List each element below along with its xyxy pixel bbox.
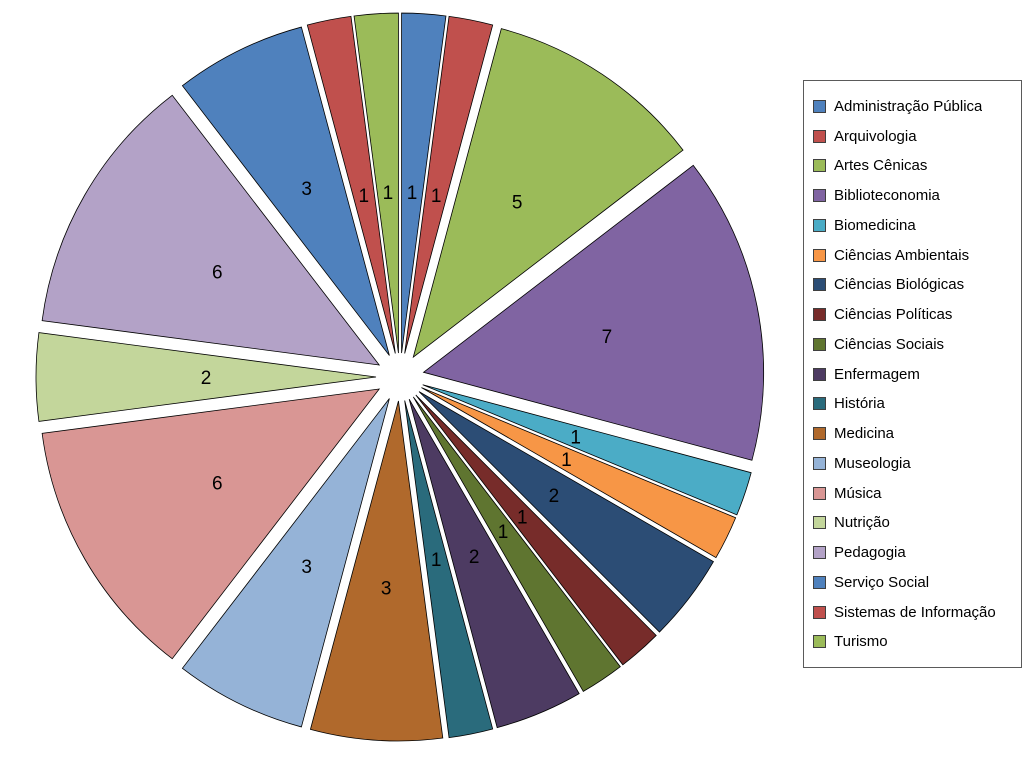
legend-label: Ciências Sociais bbox=[834, 336, 945, 352]
legend-item: Turismo bbox=[813, 634, 1017, 649]
legend-label: Arquivologia bbox=[834, 128, 917, 144]
slice-value-label: 3 bbox=[381, 579, 392, 600]
legend-item: Artes Cênicas bbox=[813, 158, 1017, 173]
legend-label: Nutrição bbox=[834, 515, 890, 531]
slice-value-label: 3 bbox=[301, 179, 312, 200]
legend-label: Biomedicina bbox=[834, 217, 916, 233]
pie-slice bbox=[412, 28, 684, 359]
slice-value-label: 1 bbox=[431, 550, 442, 571]
legend-swatch-icon bbox=[813, 367, 826, 381]
legend-swatch-icon bbox=[813, 516, 826, 530]
legend-item: Serviço Social bbox=[813, 575, 1017, 590]
legend-label: Turismo bbox=[834, 634, 888, 650]
legend-item: Pedagogia bbox=[813, 545, 1017, 560]
legend-label: Enfermagem bbox=[834, 366, 920, 382]
chart-legend: Administração Pública Arquivologia Artes C… bbox=[803, 80, 1022, 668]
legend-swatch-icon bbox=[813, 427, 826, 440]
slice-value-label: 1 bbox=[570, 428, 581, 449]
legend-item: História bbox=[813, 396, 1017, 411]
legend-swatch-icon bbox=[813, 278, 826, 292]
slice-value-label: 1 bbox=[359, 186, 370, 207]
slice-value-label: 5 bbox=[512, 193, 523, 214]
legend-swatch-icon bbox=[813, 159, 826, 173]
pie-slice bbox=[422, 164, 764, 461]
pie-slice bbox=[181, 26, 390, 356]
legend-swatch-icon bbox=[813, 397, 826, 411]
legend-swatch-icon bbox=[813, 189, 826, 202]
legend-swatch-icon bbox=[813, 337, 826, 351]
legend-label: Ciências Ambientais bbox=[834, 247, 970, 263]
legend-label: Ciências Biológicas bbox=[834, 277, 965, 293]
pie-slice bbox=[181, 398, 390, 728]
legend-label: Biblioteconomia bbox=[834, 188, 940, 203]
pie-slice bbox=[41, 388, 381, 660]
slice-value-label: 2 bbox=[549, 486, 560, 507]
slice-value-label: 7 bbox=[602, 327, 613, 348]
pie-slice bbox=[41, 94, 381, 366]
legend-swatch-icon bbox=[813, 218, 826, 232]
slice-value-label: 6 bbox=[212, 474, 223, 495]
pie-slice bbox=[401, 12, 447, 354]
legend-label: Serviço Social bbox=[834, 574, 930, 590]
pie-slice bbox=[35, 332, 377, 422]
slice-value-label: 1 bbox=[517, 508, 528, 529]
legend-item: Biomedicina bbox=[813, 218, 1017, 233]
legend-label: Museologia bbox=[834, 455, 911, 471]
legend-item: Ciências Políticas bbox=[813, 307, 1017, 322]
legend-swatch-icon bbox=[813, 635, 826, 649]
legend-item: Arquivologia bbox=[813, 129, 1017, 144]
slice-value-label: 2 bbox=[201, 368, 212, 389]
slice-value-label: 1 bbox=[498, 522, 509, 543]
legend-swatch-icon bbox=[813, 546, 826, 559]
legend-label: Sistemas de Informação bbox=[834, 604, 996, 620]
legend-item: Nutrição bbox=[813, 515, 1017, 530]
slice-value-label: 1 bbox=[561, 450, 572, 471]
pie-slice bbox=[404, 400, 494, 739]
pie-slice bbox=[353, 12, 399, 354]
legend-swatch-icon bbox=[813, 456, 826, 470]
pie-slice bbox=[412, 396, 621, 692]
legend-item: Medicina bbox=[813, 426, 1017, 441]
legend-item: Museologia bbox=[813, 456, 1017, 471]
legend-item: Ciências Ambientais bbox=[813, 248, 1017, 263]
legend-swatch-icon bbox=[813, 129, 826, 143]
legend-label: Medicina bbox=[834, 426, 895, 441]
pie-slice bbox=[309, 400, 444, 742]
legend-item: Ciências Sociais bbox=[813, 337, 1017, 352]
legend-label: Pedagogia bbox=[834, 545, 906, 560]
legend-item: Enfermagem bbox=[813, 367, 1017, 382]
legend-swatch-icon bbox=[813, 486, 826, 500]
legend-item: Ciências Biológicas bbox=[813, 277, 1017, 292]
pie-slice bbox=[408, 398, 580, 729]
legend-item: Sistemas de Informação bbox=[813, 605, 1017, 620]
legend-swatch-icon bbox=[813, 99, 826, 113]
pie-slice bbox=[404, 15, 494, 354]
slice-value-label: 1 bbox=[383, 183, 394, 204]
slice-value-label: 1 bbox=[431, 186, 442, 207]
legend-swatch-icon bbox=[813, 308, 826, 321]
legend-swatch-icon bbox=[813, 248, 826, 262]
legend-item: Biblioteconomia bbox=[813, 188, 1017, 203]
legend-label: Artes Cênicas bbox=[834, 158, 928, 174]
slice-value-label: 3 bbox=[301, 557, 312, 578]
legend-label: Ciências Políticas bbox=[834, 307, 953, 322]
slice-value-label: 6 bbox=[212, 263, 223, 284]
legend-swatch-icon bbox=[813, 605, 826, 619]
pie-slice bbox=[421, 387, 737, 559]
legend-label: Música bbox=[834, 485, 882, 501]
legend-label: História bbox=[834, 396, 885, 412]
slice-value-label: 2 bbox=[469, 547, 480, 568]
legend-swatch-icon bbox=[813, 575, 826, 589]
pie-slice bbox=[422, 384, 752, 516]
pie-slice bbox=[415, 394, 657, 666]
legend-item: Administração Pública bbox=[813, 99, 1017, 114]
legend-item: Música bbox=[813, 486, 1017, 501]
legend-label: Administração Pública bbox=[834, 98, 983, 114]
pie-slice bbox=[418, 391, 715, 633]
pie-slice bbox=[306, 15, 396, 354]
slice-value-label: 1 bbox=[407, 183, 418, 204]
